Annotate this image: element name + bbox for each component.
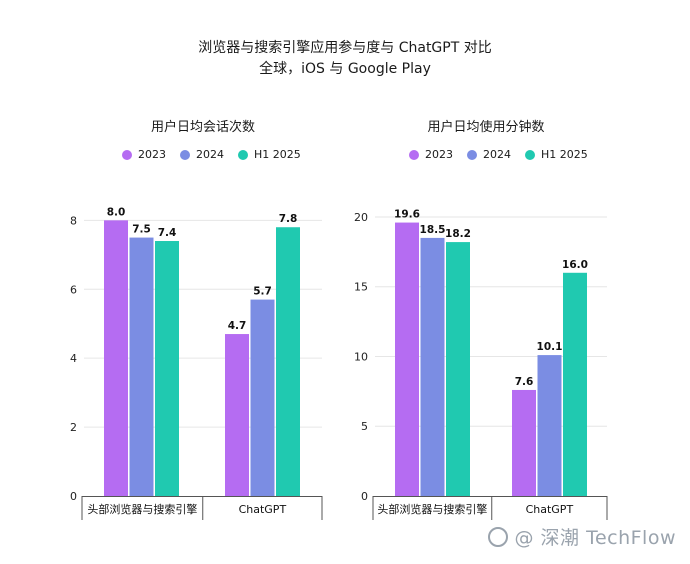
- data-label: 10.1: [537, 341, 563, 353]
- bar: [420, 237, 445, 496]
- legend-swatch-2023: [409, 149, 419, 160]
- bar: [395, 222, 419, 496]
- data-label: 8.0: [107, 206, 126, 218]
- bar: [225, 334, 249, 496]
- y-tick-label: 2: [70, 421, 77, 434]
- legend-label-2024: 2024: [483, 148, 511, 161]
- category-label: 头部浏览器与搜索引擎: [87, 502, 197, 516]
- legend-label-2024: 2024: [196, 148, 224, 161]
- y-tick-label: 15: [354, 281, 368, 294]
- chart-title: 浏览器与搜索引擎应用参与度与 ChatGPT 对比: [198, 40, 492, 56]
- legend-swatch-h1-2025: [525, 149, 535, 160]
- y-tick-label: 10: [354, 350, 368, 363]
- legend-swatch-h1-2025: [238, 149, 248, 160]
- wechat-icon: [488, 526, 509, 547]
- legend-item-2023: 2023: [409, 148, 453, 161]
- y-tick-label: 4: [70, 352, 77, 365]
- chart-subtitle: 全球，iOS 与 Google Play: [259, 61, 431, 77]
- data-label: 5.7: [253, 286, 272, 298]
- legend-swatch-2024: [467, 149, 477, 160]
- y-tick-label: 6: [70, 283, 77, 296]
- legend-label-h1-2025: H1 2025: [541, 148, 588, 161]
- legend-item-h1-2025: H1 2025: [525, 148, 588, 161]
- y-tick-label: 0: [70, 490, 77, 503]
- left-legend: 2023 2024 H1 2025: [122, 148, 301, 161]
- legend-item-h1-2025: H1 2025: [238, 148, 301, 161]
- data-label: 18.5: [420, 224, 446, 236]
- bar: [563, 272, 587, 496]
- right-panel-title: 用户日均使用分钟数: [427, 120, 545, 135]
- bar: [537, 355, 562, 496]
- data-label: 7.8: [279, 213, 298, 225]
- bar: [446, 242, 470, 496]
- watermark: @ 深潮 TechFlow: [488, 523, 676, 550]
- data-label: 19.6: [394, 209, 420, 221]
- data-label: 16.0: [562, 259, 588, 271]
- y-tick-label: 5: [361, 420, 368, 433]
- y-tick-label: 8: [70, 214, 77, 227]
- y-tick-label: 0: [361, 490, 368, 503]
- watermark-text: @ 深潮 TechFlow: [514, 527, 676, 549]
- legend-item-2023: 2023: [122, 148, 166, 161]
- bar: [276, 227, 300, 496]
- category-label: ChatGPT: [239, 503, 287, 516]
- data-label: 7.4: [158, 227, 177, 239]
- legend-swatch-2024: [180, 149, 190, 160]
- bar: [155, 241, 179, 496]
- bar: [104, 220, 128, 497]
- data-label: 7.6: [515, 376, 534, 388]
- category-label: 头部浏览器与搜索引擎: [377, 502, 487, 516]
- legend-label-2023: 2023: [425, 148, 453, 161]
- category-label: ChatGPT: [526, 503, 574, 516]
- legend-swatch-2023: [122, 149, 132, 160]
- bar: [250, 299, 275, 496]
- legend-item-2024: 2024: [180, 148, 224, 161]
- data-label: 7.5: [132, 224, 151, 236]
- y-tick-label: 20: [354, 211, 368, 224]
- legend-label-2023: 2023: [138, 148, 166, 161]
- legend-label-h1-2025: H1 2025: [254, 148, 301, 161]
- legend-item-2024: 2024: [467, 148, 511, 161]
- right-legend: 2023 2024 H1 2025: [409, 148, 588, 161]
- bar: [512, 389, 536, 496]
- data-label: 4.7: [228, 320, 247, 332]
- bar: [129, 237, 154, 496]
- data-label: 18.2: [445, 228, 471, 240]
- left-panel-title: 用户日均会话次数: [150, 120, 255, 135]
